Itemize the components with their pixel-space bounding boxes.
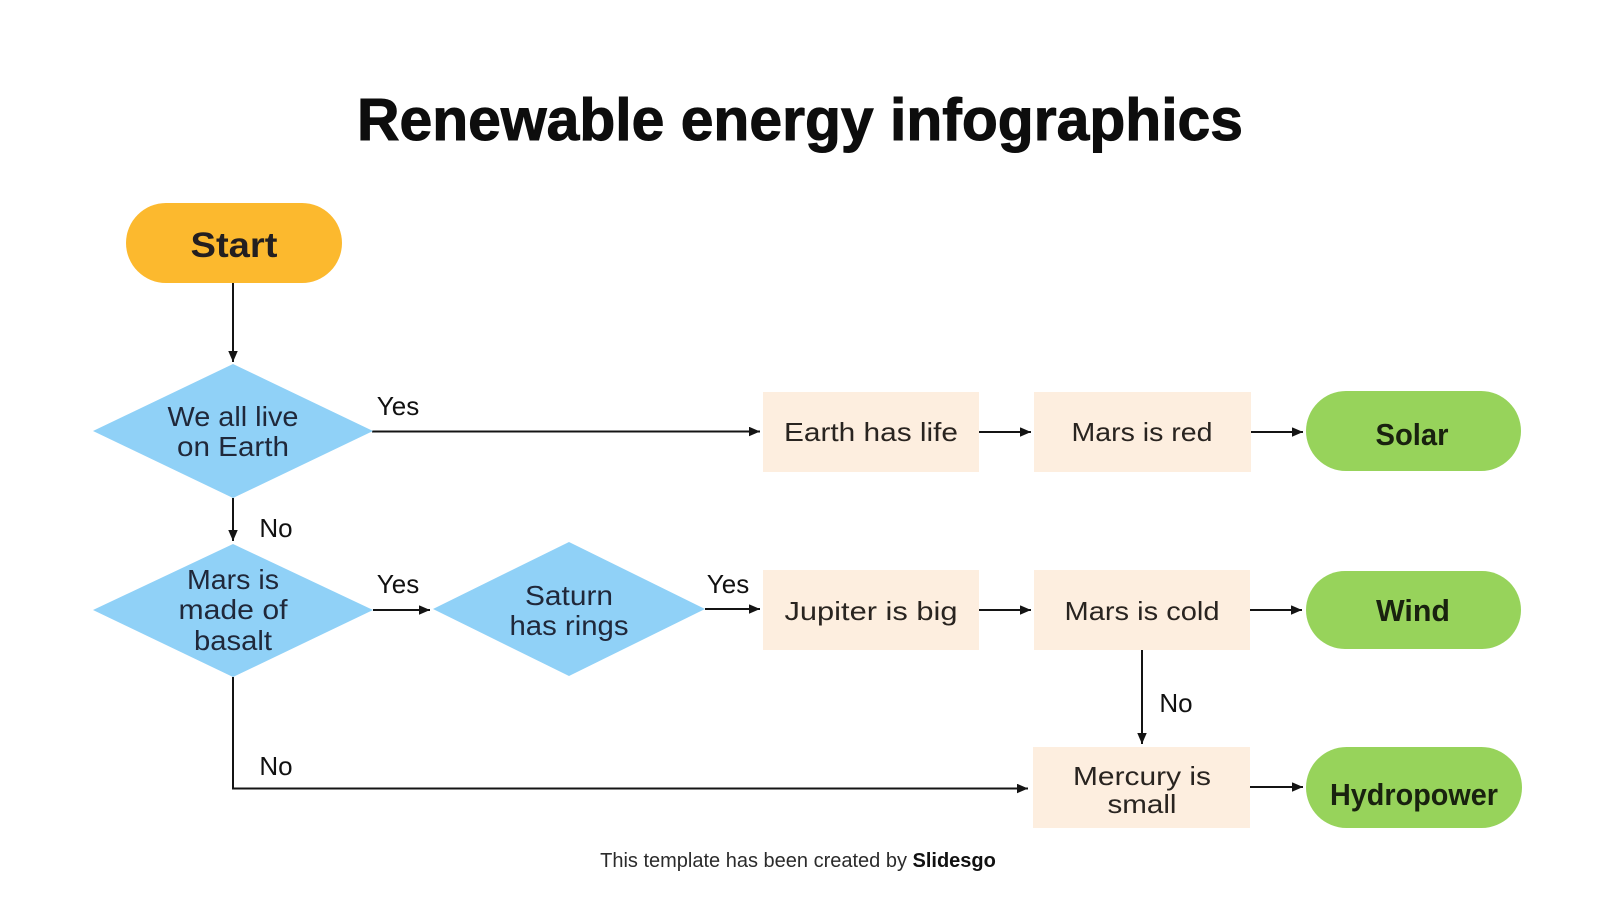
- svg-text:This template has been created: This template has been created by Slides…: [600, 850, 996, 872]
- svg-text:Yes: Yes: [377, 569, 419, 599]
- svg-text:No: No: [259, 751, 292, 781]
- svg-text:Yes: Yes: [707, 569, 749, 599]
- svg-text:Renewable energy infographics: Renewable energy infographics: [357, 87, 1243, 153]
- svg-text:No: No: [259, 513, 292, 543]
- svg-text:Yes: Yes: [377, 391, 419, 421]
- svg-text:small: small: [1108, 789, 1177, 819]
- svg-text:Mercury is: Mercury is: [1073, 761, 1211, 791]
- svg-text:Mars is red: Mars is red: [1072, 417, 1213, 447]
- svg-text:Saturn: Saturn: [525, 580, 613, 611]
- svg-text:Solar: Solar: [1376, 417, 1449, 452]
- svg-text:has rings: has rings: [510, 610, 629, 641]
- svg-text:We all live: We all live: [168, 401, 299, 432]
- svg-text:Jupiter is big: Jupiter is big: [785, 596, 958, 626]
- svg-text:basalt: basalt: [194, 625, 272, 656]
- svg-text:Wind: Wind: [1376, 593, 1450, 628]
- svg-text:No: No: [1159, 688, 1192, 718]
- svg-text:on Earth: on Earth: [177, 431, 289, 462]
- svg-text:Mars is cold: Mars is cold: [1065, 596, 1220, 626]
- svg-text:Start: Start: [191, 226, 278, 265]
- svg-text:made of: made of: [179, 594, 288, 625]
- svg-text:Earth has life: Earth has life: [784, 417, 958, 447]
- svg-text:Hydropower: Hydropower: [1330, 777, 1498, 812]
- svg-text:Mars is: Mars is: [187, 564, 279, 595]
